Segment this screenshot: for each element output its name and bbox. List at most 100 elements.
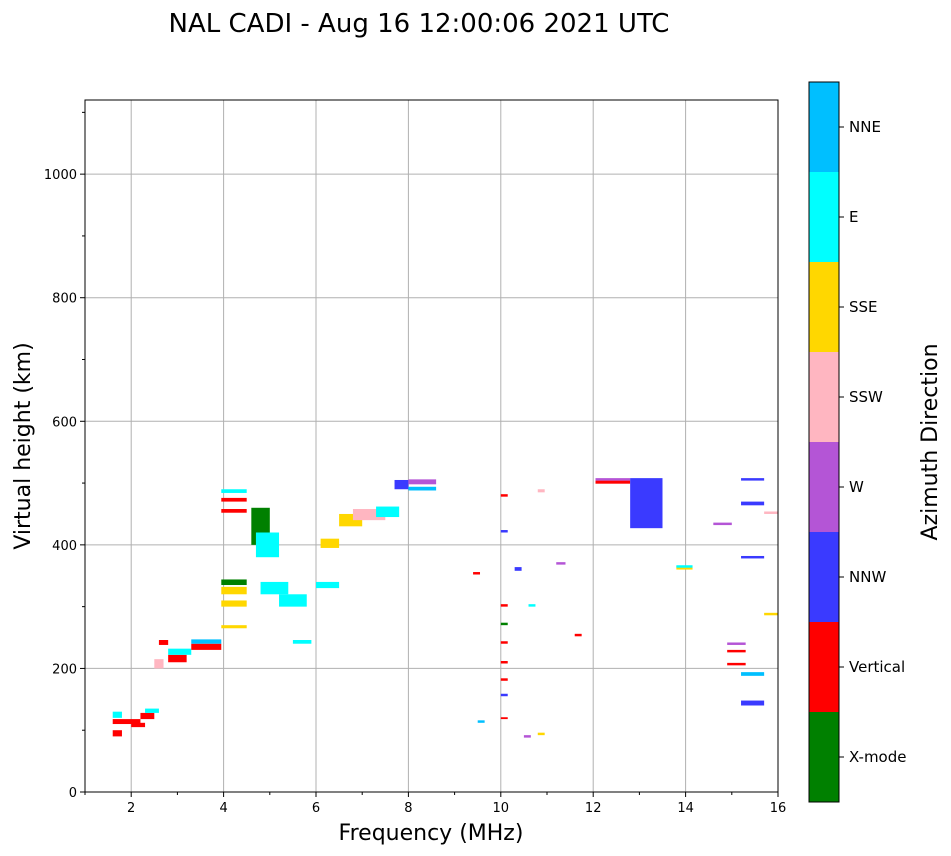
- colorbar-tick-label: Vertical: [849, 658, 905, 676]
- echo-mark-vertical: [112, 730, 122, 737]
- echo-mark-vertical: [168, 654, 187, 663]
- echo-mark-nne: [477, 720, 485, 723]
- colorbar-swatch-vertical: [809, 622, 839, 712]
- y-tick-label: 1000: [44, 168, 77, 183]
- plot-background: [85, 100, 778, 792]
- echo-mark-nnw: [514, 567, 522, 571]
- echo-mark-sse: [764, 612, 778, 616]
- colorbar-tick-label: X-mode: [849, 748, 906, 766]
- colorbar-swatch-w: [809, 442, 839, 532]
- echo-mark-e: [168, 648, 192, 655]
- colorbar-tick-label: W: [849, 478, 864, 496]
- echo-mark-ssw: [764, 511, 778, 514]
- colorbar-tick-label: NNE: [849, 118, 881, 136]
- echo-mark-nne: [741, 672, 765, 676]
- echo-mark-vertical: [221, 509, 247, 513]
- echo-mark-vertical: [727, 649, 746, 653]
- echo-mark-vertical: [112, 719, 141, 725]
- echo-mark-vertical: [500, 717, 508, 720]
- echo-mark-sse: [221, 625, 247, 629]
- echo-mark-vertical: [574, 633, 582, 637]
- echo-mark-w: [556, 562, 566, 565]
- grid: [85, 100, 779, 793]
- echo-mark-ssw: [154, 659, 164, 669]
- y-tick-label: 400: [52, 539, 77, 554]
- x-tick-label: 4: [219, 801, 227, 816]
- echo-mark-e: [528, 604, 536, 607]
- colorbar-swatch-nne: [809, 82, 839, 172]
- echo-mark-e: [145, 708, 159, 713]
- echo-mark-w: [727, 642, 746, 645]
- echo-mark-nnw: [741, 700, 765, 706]
- colorbar-tick-label: SSW: [849, 388, 883, 406]
- echo-mark-nnw: [630, 478, 663, 529]
- plot-frame: [84, 99, 779, 793]
- echo-mark-nnw: [500, 693, 508, 697]
- x-tick-label: 14: [677, 801, 694, 816]
- colorbar-tick-label: E: [849, 208, 858, 226]
- echo-traces: [112, 478, 778, 738]
- echo-mark-nnw: [741, 501, 765, 506]
- echo-mark-e: [255, 532, 280, 558]
- colorbar-swatch-nnw: [809, 532, 839, 622]
- colorbar-label: Azimuth Direction: [918, 343, 943, 540]
- colorbar: X-mode Vertical NNW W SSW SSE E NNE: [808, 81, 906, 803]
- echo-mark-vertical: [500, 494, 508, 497]
- colorbar-swatch-x-mode: [809, 712, 839, 802]
- y-tick-label: 600: [52, 415, 77, 430]
- colorbar-swatch-e: [809, 172, 839, 262]
- echo-mark-sse: [221, 600, 247, 607]
- chart-title: NAL CADI - Aug 16 12:00:06 2021 UTC: [169, 9, 670, 39]
- colorbar-swatch-ssw: [809, 352, 839, 442]
- echo-mark-vertical: [191, 643, 222, 650]
- echo-mark-nne: [191, 639, 222, 644]
- echo-mark-e: [221, 489, 247, 493]
- echo-mark-e: [279, 594, 307, 607]
- echo-mark-e: [376, 506, 400, 518]
- x-tick-label: 6: [312, 801, 320, 816]
- echo-mark-vertical: [500, 604, 508, 607]
- x-tick-label: 2: [127, 801, 135, 816]
- echo-mark-vertical: [595, 480, 631, 484]
- echo-mark-e: [316, 581, 340, 589]
- echo-mark-vertical: [500, 641, 508, 644]
- echo-mark-nnw: [500, 530, 508, 533]
- y-tick-label: 200: [52, 662, 77, 677]
- echo-mark-vertical: [473, 572, 481, 575]
- x-tick-label: 8: [404, 801, 412, 816]
- colorbar-tick-label: NNW: [849, 568, 886, 586]
- y-axis: 0 200 400 600 800 1000: [44, 111, 85, 801]
- echo-mark-vertical: [727, 662, 746, 666]
- colorbar-tick-label: SSE: [849, 298, 878, 316]
- echo-mark-w: [595, 478, 631, 481]
- echo-mark-vertical: [500, 661, 508, 664]
- echo-mark-e: [112, 711, 122, 718]
- x-axis-label: Frequency (MHz): [339, 821, 524, 846]
- echo-mark-nnw: [741, 478, 765, 481]
- x-tick-label: 16: [770, 801, 787, 816]
- echo-mark-ssw: [352, 509, 386, 521]
- x-axis: 2 4 6 8 10 12 14 16: [84, 792, 787, 816]
- echo-mark-w: [713, 522, 732, 526]
- echo-mark-vertical: [140, 712, 155, 720]
- y-axis-label: Virtual height (km): [11, 342, 36, 549]
- echo-mark-nnw: [741, 555, 765, 559]
- echo-mark-e: [676, 565, 693, 568]
- echo-mark-nne: [408, 486, 437, 491]
- echo-mark-sse: [221, 586, 247, 595]
- x-tick-label: 10: [493, 801, 510, 816]
- echo-mark-vertical: [500, 678, 508, 681]
- colorbar-swatch-sse: [809, 262, 839, 352]
- echo-mark-vertical: [131, 722, 146, 728]
- x-tick-label: 12: [585, 801, 602, 816]
- y-tick-label: 0: [69, 786, 77, 801]
- echo-mark-e: [292, 640, 312, 644]
- echo-mark-w: [408, 479, 437, 485]
- echo-mark-sse: [537, 732, 545, 736]
- echo-mark-x-mode: [221, 579, 247, 586]
- y-tick-label: 800: [52, 292, 77, 307]
- echo-mark-sse: [320, 538, 340, 548]
- echo-mark-vertical: [158, 640, 169, 645]
- echo-mark-x-mode: [500, 622, 508, 626]
